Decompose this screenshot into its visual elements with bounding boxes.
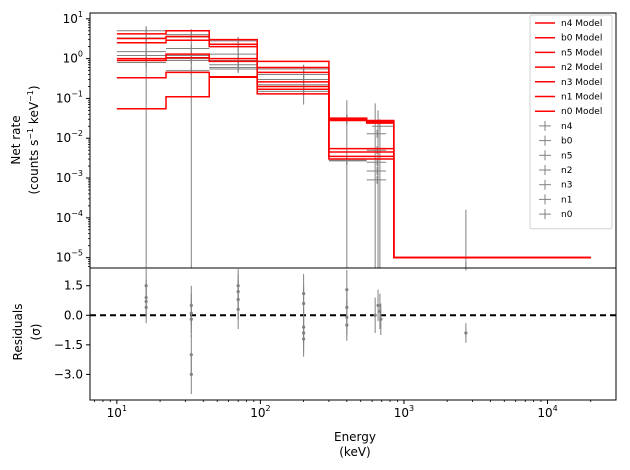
spectrum-y-tick-label: 101 xyxy=(63,10,83,26)
legend-label: b0 xyxy=(561,137,573,147)
x-tick-label: 103 xyxy=(394,404,414,420)
residual-point-23 xyxy=(376,303,380,308)
residuals-y-tick-label: 1.5 xyxy=(64,279,83,293)
legend-label: n5 Model xyxy=(561,48,602,58)
x-axis-label-line1: Energy xyxy=(334,430,376,444)
residual-point-21 xyxy=(345,323,349,327)
x-tick-label: 102 xyxy=(250,404,270,420)
spectrum-y-tick-label: 100 xyxy=(63,50,83,66)
legend-label: n0 Model xyxy=(561,107,602,117)
legend-label: n2 xyxy=(561,166,572,176)
residual-point-8 xyxy=(189,372,193,376)
legend-label: n2 Model xyxy=(561,63,602,73)
legend-label: n4 xyxy=(561,122,573,132)
legend-label: b0 Model xyxy=(561,34,602,44)
residual-point-3 xyxy=(144,295,148,300)
residuals-y-tick-label: −3.0 xyxy=(54,367,83,381)
legend-label: n4 Model xyxy=(561,19,602,29)
residuals-panel: 101 102 103 104 1.5 0.0 −1.5 −3.0 xyxy=(54,267,617,420)
spectrum-y-label-units: (counts s−1 keV−1) xyxy=(26,85,41,194)
spectrum-y-tick-label: 10−1 xyxy=(56,89,83,105)
residual-point-22 xyxy=(373,313,377,317)
spectrum-y-tick-label: 10−5 xyxy=(56,249,83,265)
model-line-n0-model xyxy=(116,76,591,259)
legend-label: n1 Model xyxy=(561,93,602,103)
residuals-y-label-line2: (σ) xyxy=(29,324,43,341)
residuals-y-tick-label: −1.5 xyxy=(54,338,83,352)
legend-label: n5 xyxy=(561,151,572,161)
spectrum-y-label-line1: Net rate xyxy=(9,115,23,164)
legend-frame xyxy=(529,14,613,230)
x-tick-label: 104 xyxy=(537,404,557,420)
spectrum-y-tick-label: 10−3 xyxy=(56,169,83,185)
residuals-y-label: Residuals xyxy=(11,304,25,361)
spectrum-y-label: Net rate xyxy=(9,115,23,164)
x-axis-label-line2: (keV) xyxy=(339,445,370,459)
residual-point-6 xyxy=(189,317,193,321)
legend-label: n0 xyxy=(561,210,573,220)
residuals-y-label-line1: Residuals xyxy=(11,304,25,361)
residual-point-17 xyxy=(302,337,306,341)
model-line-n4-model xyxy=(116,30,591,259)
residuals-y-label-units: (σ) xyxy=(29,324,43,341)
residual-point-12 xyxy=(236,307,240,311)
spectrum-y-tick-label: 10−4 xyxy=(56,209,83,225)
model-line-n5-model xyxy=(116,39,591,259)
legend-label: n1 xyxy=(561,195,572,205)
residual-point-25 xyxy=(379,317,383,321)
residual-point-26 xyxy=(464,331,468,335)
legend: n4 Model b0 Model n5 Model n2 Model n3 Model… xyxy=(529,14,613,230)
spectrum-y-tick-label: 10−2 xyxy=(56,129,83,145)
residuals-axes-frame xyxy=(89,267,617,401)
spectrum-y-label-line2: (counts s−1 keV−1) xyxy=(26,85,41,194)
x-tick-label: 101 xyxy=(107,404,127,420)
residuals-y-tick-label: 0.0 xyxy=(64,308,83,322)
legend-label: n3 xyxy=(561,181,572,191)
residual-point-14 xyxy=(302,301,306,306)
model-line-b0-model xyxy=(116,35,591,259)
legend-label: n3 Model xyxy=(561,78,602,88)
